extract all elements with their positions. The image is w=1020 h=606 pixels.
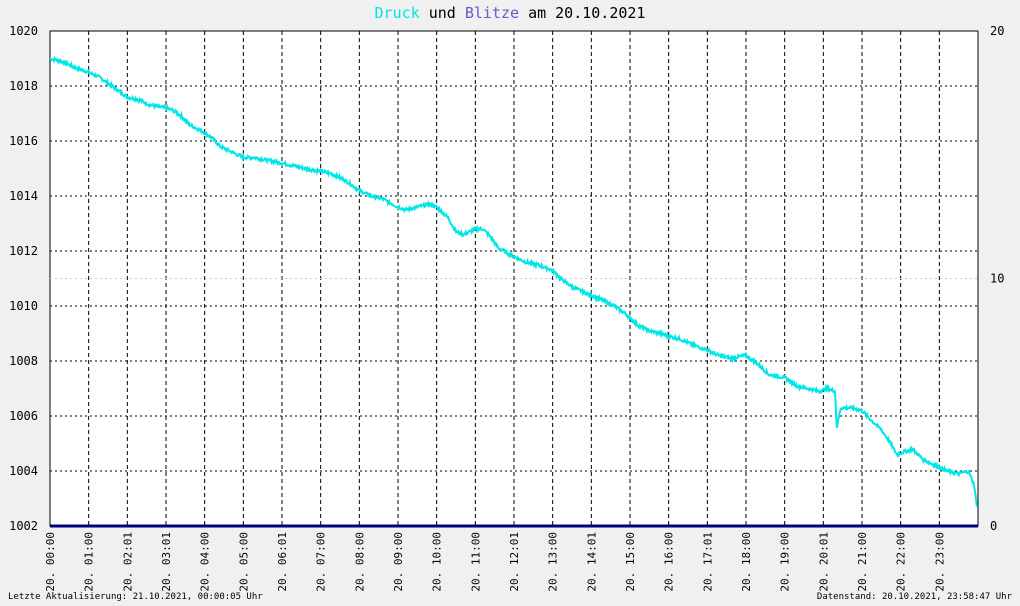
title-am: am: [528, 4, 547, 22]
x-tick-label: 20. 11:00: [469, 532, 482, 592]
title-und: und: [428, 4, 456, 22]
x-tick-label: 20. 02:01: [121, 532, 134, 592]
y-left-tick-label: 1020: [9, 24, 38, 38]
x-tick-label: 20. 17:01: [701, 532, 714, 592]
x-tick-label: 20. 04:00: [199, 532, 212, 592]
y-left-tick-label: 1006: [9, 409, 38, 423]
druck-line: [49, 55, 978, 507]
x-tick-label: 20. 00:00: [44, 532, 57, 592]
x-tick-label: 20. 18:00: [740, 532, 753, 592]
x-tick-label: 20. 22:00: [895, 532, 908, 592]
y-left-tick-label: 1010: [9, 299, 38, 313]
x-tick-label: 20. 23:00: [933, 532, 946, 592]
x-tick-label: 20. 21:00: [856, 532, 869, 592]
x-tick-label: 20. 14:01: [585, 532, 598, 592]
x-tick-label: 20. 03:01: [160, 532, 173, 592]
x-tick-label: 20. 16:00: [663, 532, 676, 592]
y-left-tick-label: 1012: [9, 244, 38, 258]
x-tick-label: 20. 13:00: [547, 532, 560, 592]
x-tick-label: 20. 09:00: [392, 532, 405, 592]
x-tick-label: 20. 08:00: [353, 532, 366, 592]
y-left-tick-label: 1014: [9, 189, 38, 203]
y-right-tick-label: 10: [990, 272, 1004, 286]
x-tick-label: 20. 07:00: [315, 532, 328, 592]
x-tick-label: 20. 15:00: [624, 532, 637, 592]
x-tick-label: 20. 19:00: [779, 532, 792, 592]
footer-data-status: Datenstand: 20.10.2021, 23:58:47 Uhr: [816, 592, 1012, 602]
title-date: 20.10.2021: [555, 4, 646, 22]
y-left-tick-label: 1004: [9, 464, 38, 478]
title-druck: Druck: [374, 4, 420, 22]
x-tick-label: 20. 06:01: [276, 532, 289, 592]
title-blitze: Blitze: [464, 4, 520, 22]
y-right-tick-label: 20: [990, 24, 1004, 38]
x-tick-label: 20. 10:00: [431, 532, 444, 592]
x-tick-label: 20. 05:00: [237, 532, 250, 592]
x-tick-label: 20. 20:01: [817, 532, 830, 592]
x-tick-label: 20. 01:00: [83, 532, 96, 592]
y-left-tick-label: 1016: [9, 134, 38, 148]
y-left-tick-label: 1008: [9, 354, 38, 368]
y-left-tick-label: 1002: [9, 519, 38, 533]
chart-title: Druck und Blitze am 20.10.2021: [0, 4, 1020, 22]
y-right-tick-label: 0: [990, 519, 997, 533]
y-left-tick-label: 1018: [9, 79, 38, 93]
footer-last-update: Letzte Aktualisierung: 21.10.2021, 00:00…: [8, 592, 263, 602]
x-tick-label: 20. 12:01: [508, 532, 521, 592]
